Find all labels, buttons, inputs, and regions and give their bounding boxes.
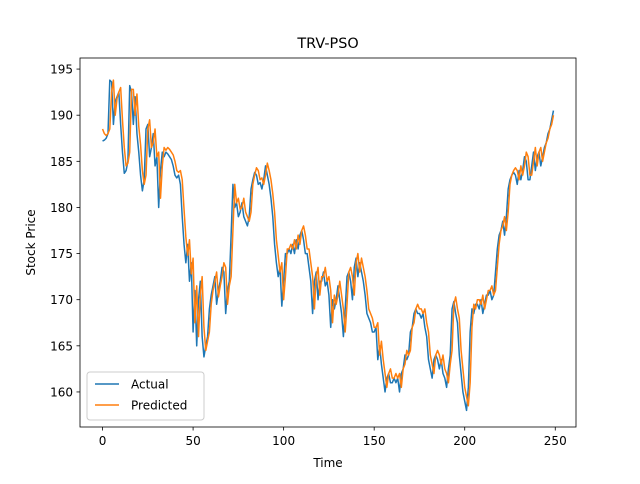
y-tick-label: 185 [50,155,73,169]
data-line [102,79,555,412]
data-line [101,79,555,407]
chart-title: TRV-PSO [296,36,358,52]
y-tick-label: 165 [50,339,73,353]
y-axis-label: Stock Price [24,209,38,275]
y-tick-label: 190 [50,109,73,123]
x-tick-label: 150 [363,434,386,448]
legend-label: Predicted [131,399,187,413]
x-tick-label: 100 [272,434,295,448]
legend-label: Actual [131,378,169,392]
y-tick-label: 180 [50,201,73,215]
x-tick-label: 200 [453,434,476,448]
x-tick-label: 50 [185,434,200,448]
x-axis-label: Time [312,456,342,470]
x-tick-label: 0 [99,434,107,448]
y-tick-label: 160 [50,385,73,399]
x-tick-label: 250 [544,434,567,448]
y-tick-label: 170 [50,293,73,307]
axes-frame [79,57,577,428]
y-tick-label: 195 [50,63,73,77]
y-tick-label: 175 [50,247,73,261]
